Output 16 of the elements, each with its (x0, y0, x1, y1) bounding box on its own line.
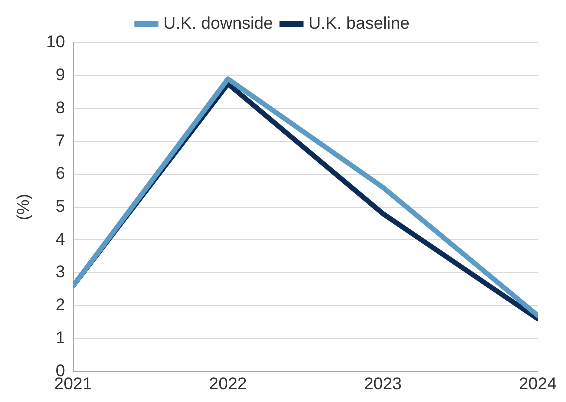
y-tick-label: 8 (56, 98, 66, 118)
y-tick-label: 9 (56, 66, 66, 85)
x-tick-label: 2024 (519, 374, 557, 394)
y-tick-label: 2 (56, 296, 66, 315)
legend-label: U.K. downside (164, 14, 274, 34)
y-axis-title: (%) (14, 194, 33, 221)
legend-label: U.K. baseline (308, 14, 410, 34)
y-tick-label: 6 (56, 164, 66, 184)
x-tick-label: 2023 (364, 374, 402, 394)
y-tick-label: 5 (56, 196, 66, 216)
y-tick-label: 1 (56, 328, 66, 348)
x-tick-label: 2022 (209, 374, 248, 394)
y-tick-label: 4 (56, 230, 66, 249)
y-tick-label: 3 (56, 262, 66, 282)
y-tick-label: 7 (56, 131, 66, 150)
y-tick-label: 10 (46, 32, 66, 52)
